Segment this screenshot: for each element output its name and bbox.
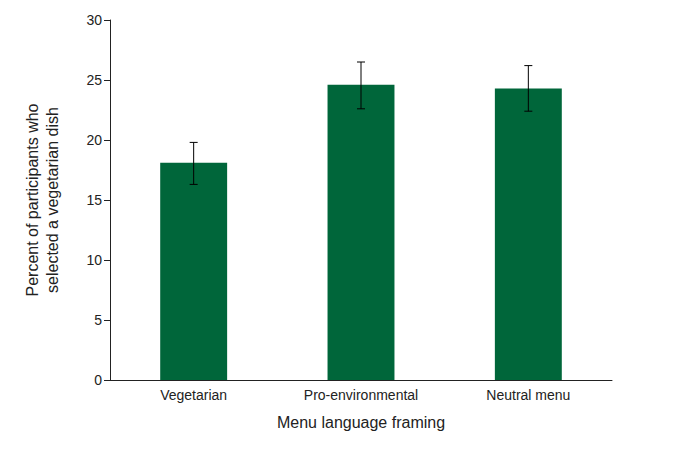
svg-text:20: 20 — [86, 132, 102, 148]
svg-text:Pro-environmental: Pro-environmental — [304, 387, 418, 403]
svg-text:Vegetarian: Vegetarian — [160, 387, 227, 403]
svg-text:5: 5 — [94, 312, 102, 328]
svg-text:Percent of participants who: Percent of participants who — [24, 103, 41, 296]
svg-text:Menu language framing: Menu language framing — [277, 414, 445, 431]
svg-text:selected a vegetarian dish: selected a vegetarian dish — [44, 107, 61, 293]
svg-text:0: 0 — [94, 372, 102, 388]
svg-text:25: 25 — [86, 72, 102, 88]
svg-text:30: 30 — [86, 12, 102, 28]
svg-text:15: 15 — [86, 192, 102, 208]
svg-text:Neutral menu: Neutral menu — [486, 387, 570, 403]
svg-text:10: 10 — [86, 252, 102, 268]
